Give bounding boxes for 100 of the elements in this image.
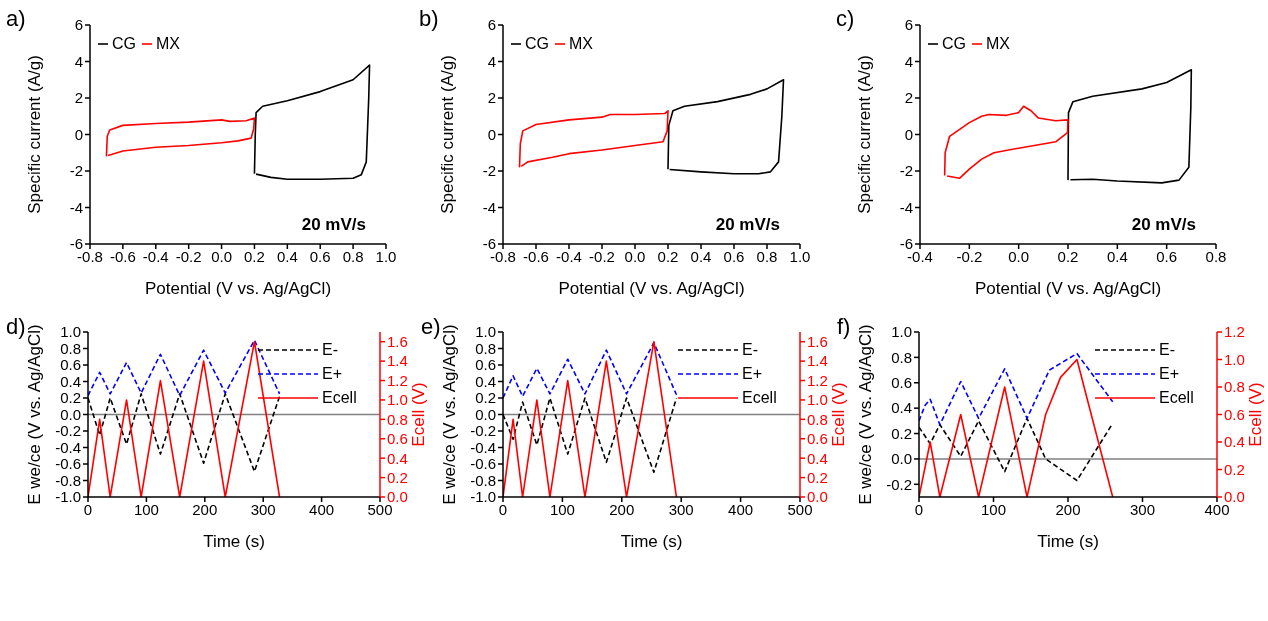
x-tick-label: 0.4 (690, 247, 712, 265)
y-tick-label: 4 (74, 52, 83, 70)
x-tick-label: 0.0 (624, 247, 646, 265)
legend-label: MX (156, 35, 180, 53)
legend-label: E- (1159, 341, 1176, 359)
x-axis-title: Time (s) (1037, 532, 1099, 551)
x-tick-label: 0 (498, 500, 508, 518)
y-tick-label: 0.4 (475, 372, 496, 390)
x-tick-label: 100 (980, 500, 1007, 518)
y-tick-label: 2 (904, 89, 913, 107)
line-series (253, 64, 371, 181)
chart-title: a) (6, 6, 26, 32)
x-tick-label: 0.8 (1205, 247, 1227, 265)
y-tick-label: 0.0 (891, 450, 912, 468)
x-tick-label: 300 (250, 500, 276, 518)
y-tick-label: 6 (487, 16, 496, 34)
chart-title: f) (837, 314, 851, 340)
x-tick-label: 0.4 (1106, 247, 1128, 265)
y-axis-title: E we/ce (V vs. Ag/AgCl) (856, 324, 876, 505)
y2-tick-label: 0.6 (807, 430, 828, 448)
x-tick-label: -0.6 (523, 247, 549, 265)
x-tick-label: 0.2 (1057, 247, 1079, 265)
y-tick-label: 0.2 (891, 424, 912, 442)
y2-tick-label: 0.2 (387, 468, 408, 486)
y-tick-label: -0.4 (470, 438, 496, 456)
x-tick-label: 200 (192, 500, 218, 518)
legend-label: E+ (1159, 365, 1180, 383)
line-series (503, 341, 678, 399)
y-tick-label: 1.0 (475, 323, 496, 341)
y2-tick-label: 0.2 (1224, 460, 1245, 478)
y2-tick-label: 1.4 (387, 352, 408, 370)
x-tick-label: 0.0 (1008, 247, 1030, 265)
y2-tick-label: 0.4 (807, 449, 828, 467)
x-tick-label: 0.6 (309, 247, 331, 265)
y-tick-label: 6 (74, 16, 83, 34)
y2-tick-label: 1.0 (1224, 350, 1245, 368)
x-tick-label: 400 (309, 500, 335, 518)
x-tick-label: -0.4 (556, 247, 582, 265)
y-tick-label: 6 (904, 16, 913, 34)
x-tick-label: 0.8 (756, 247, 778, 265)
y-tick-label: 0.6 (475, 356, 496, 374)
x-tick-label: 300 (1129, 500, 1156, 518)
x-tick-label: 1.0 (789, 247, 811, 265)
y-tick-label: 0 (74, 125, 83, 143)
y-tick-label: -6 (899, 235, 913, 253)
y2-tick-label: 0.8 (1224, 378, 1245, 396)
y-tick-label: -2 (69, 162, 83, 180)
y-axis-title: E we/ce (V vs. Ag/AgCl) (25, 324, 45, 505)
y-tick-label: -6 (482, 235, 496, 253)
y2-tick-label: 0.0 (387, 488, 408, 506)
y2-tick-label: 0.0 (807, 488, 828, 506)
y-tick-label: -0.8 (55, 471, 81, 489)
legend-label: E+ (742, 365, 763, 383)
y-tick-label: 1.0 (60, 323, 81, 341)
x-axis-title: Time (s) (620, 532, 683, 551)
y-tick-label: 1.0 (891, 323, 912, 341)
y-tick-label: -1.0 (55, 488, 81, 506)
y-axis-title: Specific current (A/g) (438, 55, 458, 214)
y2-tick-label: 1.6 (387, 333, 408, 351)
y-axis-title: Specific current (A/g) (25, 55, 45, 214)
x-tick-label: 0.6 (1156, 247, 1178, 265)
y-tick-label: -4 (482, 198, 496, 216)
y-tick-label: 4 (904, 52, 913, 70)
legend-label: E- (742, 341, 759, 359)
x-tick-label: 0.2 (244, 247, 265, 265)
y-tick-label: 0.8 (891, 348, 912, 366)
y-tick-label: 0.8 (475, 339, 496, 357)
x-tick-label: 0.4 (276, 247, 298, 265)
y-tick-label: -0.6 (55, 455, 81, 473)
y2-tick-label: 1.2 (387, 371, 408, 389)
y-tick-label: -4 (899, 198, 913, 216)
legend-label: E- (322, 341, 339, 359)
legend-label: CG (112, 35, 136, 53)
legend-label: MX (986, 35, 1010, 53)
chart-title: d) (6, 314, 26, 340)
line-series (105, 117, 256, 158)
y-tick-label: -0.2 (55, 422, 81, 440)
y-tick-label: -4 (69, 198, 83, 216)
y-axis-title: E we/ce (V vs. Ag/AgCl) (440, 324, 460, 505)
x-axis-title: Potential (V vs. Ag/AgCl) (144, 279, 332, 298)
x-tick-label: -0.2 (589, 247, 615, 265)
y2-tick-label: 0.6 (387, 430, 408, 448)
x-tick-label: 0.0 (211, 247, 232, 265)
y-tick-label: -0.2 (470, 422, 496, 440)
y2-axis-title: Ecell (V) (409, 382, 429, 447)
x-tick-label: 0.8 (342, 247, 364, 265)
chart-title: b) (419, 6, 439, 32)
chart-title: c) (836, 6, 855, 32)
y2-tick-label: 0.6 (1224, 405, 1245, 423)
legend-label: CG (942, 35, 966, 53)
x-tick-label: 300 (668, 500, 694, 518)
y-tick-label: -0.6 (470, 455, 496, 473)
x-tick-label: -0.6 (109, 247, 136, 265)
y2-tick-label: 1.0 (387, 391, 408, 409)
line-series (518, 109, 669, 169)
legend-label: Ecell (742, 389, 778, 407)
y-tick-label: -0.2 (886, 475, 912, 493)
y-tick-label: -2 (482, 162, 496, 180)
y2-tick-label: 0.4 (387, 449, 408, 467)
legend-label: Ecell (322, 389, 358, 407)
